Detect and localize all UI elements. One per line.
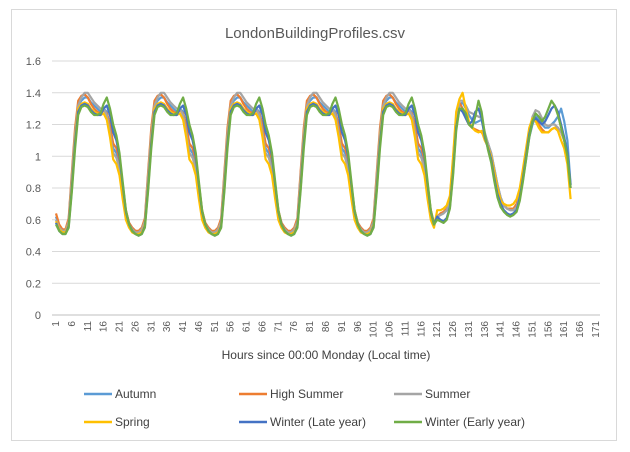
- x-tick-label: 111: [400, 321, 411, 337]
- x-tick-label: 71: [273, 321, 284, 333]
- x-tick-label: 11: [83, 321, 94, 332]
- x-tick-label: 31: [146, 321, 157, 333]
- legend-label: Winter (Late year): [270, 415, 366, 429]
- gridlines: [52, 60, 600, 284]
- legend-label: High Summer: [270, 387, 343, 401]
- x-axis-title: Hours since 00:00 Monday (Local time): [222, 348, 431, 362]
- legend: Autumn High Summer Summer Spring Winter (Lat…: [84, 387, 525, 429]
- x-tick-label: 96: [353, 321, 364, 333]
- x-tick-label: 21: [115, 321, 126, 333]
- x-tick-label: 76: [289, 321, 300, 333]
- chart-title: LondonBuildingProfiles.csv: [225, 25, 406, 42]
- y-tick-label: 0: [35, 310, 41, 322]
- y-tick-label: 0.2: [26, 278, 41, 290]
- x-tick-label: 146: [512, 321, 523, 338]
- x-tick-label: 46: [194, 321, 205, 333]
- x-tick-label: 61: [242, 321, 253, 333]
- chart-frame: [11, 9, 617, 441]
- x-tick-label: 81: [305, 321, 316, 333]
- x-tick-label: 166: [575, 321, 586, 338]
- series-line-5: [55, 96, 572, 237]
- legend-label: Winter (Early year): [425, 415, 525, 429]
- y-tick-label: 0.8: [26, 183, 41, 195]
- x-tick-label: 151: [527, 321, 538, 338]
- legend-label: Autumn: [115, 387, 156, 401]
- x-tick-label: 136: [480, 321, 491, 338]
- x-tick-label: 41: [178, 321, 189, 333]
- x-tick-label: 36: [162, 321, 173, 333]
- x-tick-label: 171: [591, 321, 602, 338]
- x-tick-label: 131: [464, 321, 475, 338]
- x-tick-label: 16: [99, 321, 110, 333]
- y-tick-label: 1.2: [26, 120, 41, 132]
- x-tick-label: 116: [416, 321, 427, 337]
- legend-label: Summer: [425, 387, 470, 401]
- series-lines: [54, 91, 572, 237]
- x-tick-label: 66: [257, 321, 268, 333]
- x-tick-label: 56: [226, 321, 237, 333]
- y-axis-ticks: 0 0.2 0.4 0.6 0.8 1 1.2 1.4 1.6: [26, 56, 41, 322]
- x-tick-label: 6: [67, 321, 78, 327]
- x-tick-label: 121: [432, 321, 443, 338]
- x-tick-label: 126: [448, 321, 459, 338]
- x-tick-label: 141: [496, 321, 507, 338]
- x-tick-label: 161: [559, 321, 570, 338]
- y-tick-label: 1.6: [26, 56, 41, 68]
- x-tick-label: 51: [210, 321, 221, 333]
- x-tick-label: 26: [130, 321, 141, 333]
- x-tick-label: 1: [51, 321, 62, 327]
- legend-label: Spring: [115, 415, 150, 429]
- y-tick-label: 0.4: [26, 247, 41, 259]
- x-tick-label: 156: [543, 321, 554, 338]
- x-tick-label: 91: [337, 321, 348, 333]
- x-tick-label: 86: [321, 321, 332, 333]
- series-line-3: [54, 91, 572, 236]
- x-tick-label: 101: [369, 321, 380, 338]
- x-axis-ticks: 1 6 11 16 21 26 31 36 41 46 51 56 61 66 71 76 81 86 91 96 10…: [51, 321, 602, 338]
- y-tick-label: 1.4: [26, 88, 41, 100]
- y-tick-label: 1: [35, 151, 41, 163]
- y-tick-label: 0.6: [26, 215, 41, 227]
- x-tick-label: 106: [385, 321, 396, 338]
